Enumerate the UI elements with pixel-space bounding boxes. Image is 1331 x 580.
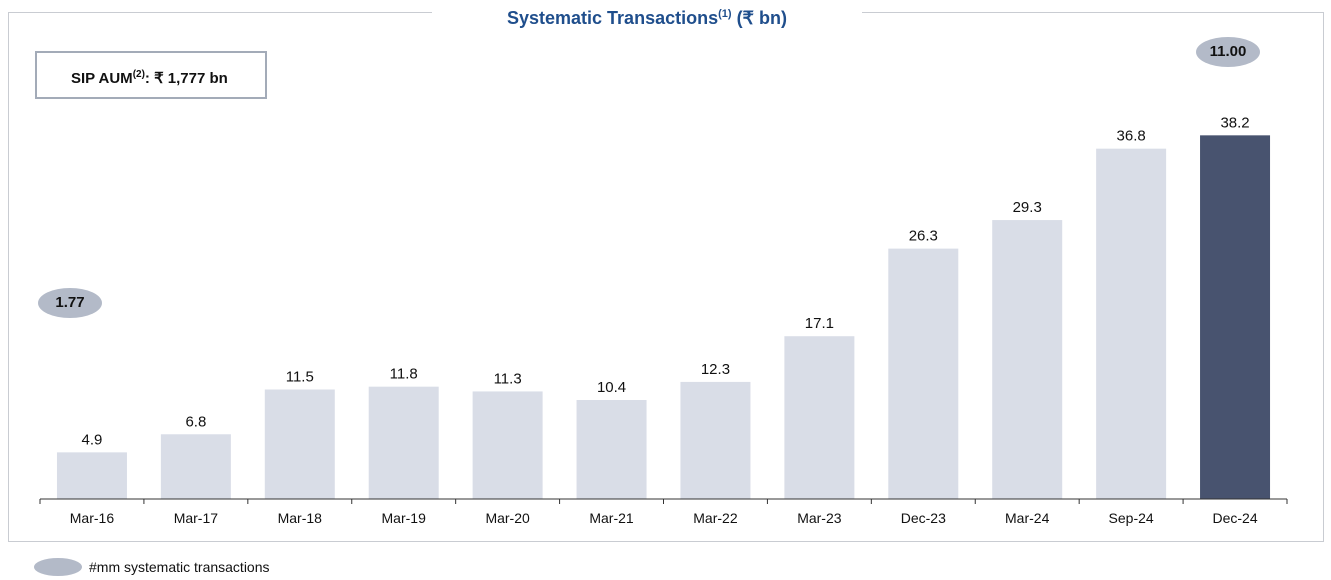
data-label: 36.8 <box>1117 128 1146 145</box>
data-label: 6.8 <box>185 413 206 430</box>
x-tick-label: Dec-23 <box>901 510 946 526</box>
chart-title-footnote: (1) <box>718 8 732 20</box>
bar <box>888 248 959 499</box>
x-tick-label: Dec-24 <box>1212 510 1257 526</box>
legend-swatch <box>34 558 82 576</box>
bar <box>576 399 647 499</box>
sip-aum-label: SIP AUM <box>71 70 133 87</box>
sip-aum-box: SIP AUM(2): ₹ 1,777 bn <box>35 51 267 99</box>
data-label: 38.2 <box>1220 114 1249 131</box>
x-tick-label: Mar-24 <box>1005 510 1050 526</box>
data-label: 26.3 <box>909 228 938 245</box>
data-label: 17.1 <box>805 315 834 332</box>
sip-aum-footnote: (2) <box>132 69 145 80</box>
bar <box>472 391 543 499</box>
chart-title: Systematic Transactions(1) (₹ bn) <box>432 0 862 28</box>
legend-label: #mm systematic transactions <box>89 559 270 575</box>
bar <box>264 389 335 499</box>
bar <box>1096 148 1167 499</box>
bar <box>56 452 127 499</box>
data-label: 29.3 <box>1013 199 1042 216</box>
x-tick-label: Mar-17 <box>174 510 219 526</box>
chart-title-unit: (₹ bn) <box>731 8 787 28</box>
data-label: 12.3 <box>701 361 730 378</box>
bar <box>160 434 231 499</box>
bar <box>784 336 855 499</box>
data-label: 10.4 <box>597 379 626 396</box>
data-label: 11.5 <box>286 369 314 386</box>
chart-title-text: Systematic Transactions <box>507 8 719 28</box>
start-transactions-pill: 1.77 <box>38 288 102 318</box>
bar <box>680 381 751 499</box>
x-tick-label: Mar-23 <box>797 510 842 526</box>
sip-aum-value: : ₹ 1,777 bn <box>144 70 228 87</box>
data-label: 4.9 <box>82 431 103 448</box>
x-tick-label: Mar-16 <box>70 510 115 526</box>
bar <box>368 386 439 499</box>
data-label: 11.8 <box>390 366 418 383</box>
x-tick-label: Mar-18 <box>278 510 323 526</box>
x-tick-label: Mar-19 <box>382 510 427 526</box>
x-tick-label: Mar-22 <box>693 510 738 526</box>
bar <box>1200 135 1271 499</box>
x-tick-label: Mar-21 <box>589 510 634 526</box>
bar <box>992 220 1063 499</box>
x-tick-label: Sep-24 <box>1109 510 1154 526</box>
data-label: 11.3 <box>494 370 522 387</box>
x-tick-label: Mar-20 <box>485 510 530 526</box>
end-transactions-pill: 11.00 <box>1196 37 1260 67</box>
